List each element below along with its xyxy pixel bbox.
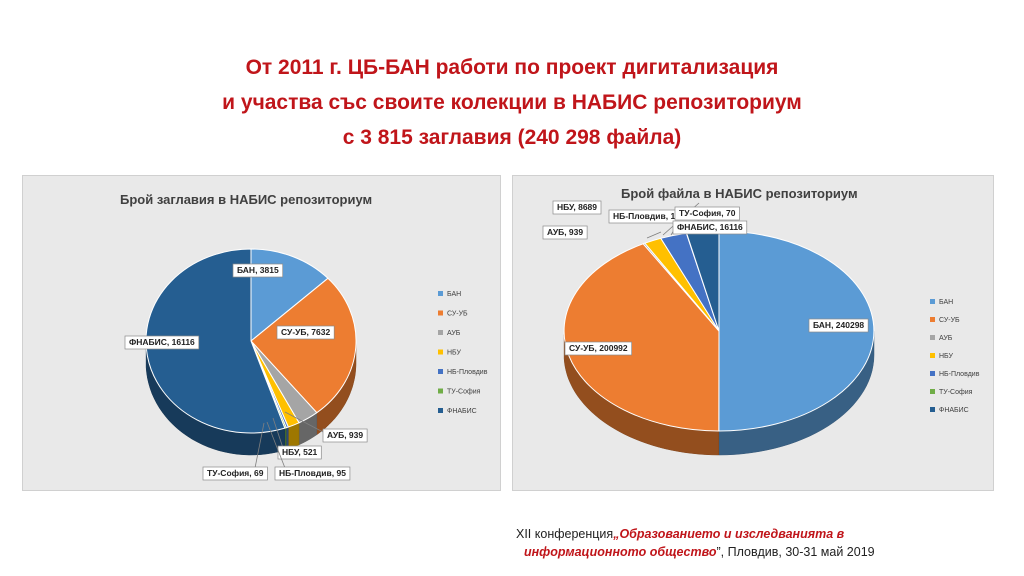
svg-text:НБ-Пловдив: НБ-Пловдив xyxy=(447,369,488,376)
svg-text:ТУ-София, 69: ТУ-София, 69 xyxy=(207,468,264,478)
legend-item-су-уб: СУ-УБ xyxy=(438,310,468,318)
legend-item-ту-софия: ТУ-София xyxy=(438,388,481,396)
legend-item-бан: БАН xyxy=(438,291,461,298)
svg-text:ТУ-София: ТУ-София xyxy=(939,389,973,396)
svg-text:СУ-УБ: СУ-УБ xyxy=(939,317,960,324)
title-line-2: и участва със своите колекции в НАБИС ре… xyxy=(222,91,802,114)
svg-text:ТУ-София, 70: ТУ-София, 70 xyxy=(679,208,736,218)
titles-pie-chart-panel: Брой заглавия в НАБИС репозиториум БАН, 3… xyxy=(22,175,501,491)
svg-text:НБ-Пловдив: НБ-Пловдив xyxy=(939,371,980,378)
svg-text:ФНАБИС: ФНАБИС xyxy=(447,408,477,415)
data-label-нбу: НБУ, 8689 xyxy=(552,200,602,215)
svg-text:СУ-УБ, 200992: СУ-УБ, 200992 xyxy=(569,343,628,353)
svg-text:НБУ, 521: НБУ, 521 xyxy=(282,447,318,457)
svg-text:БАН: БАН xyxy=(939,299,953,306)
data-label-су-уб: СУ-УБ, 7632 xyxy=(276,325,335,340)
data-label-су-уб: СУ-УБ, 200992 xyxy=(564,341,632,356)
data-label-ту-софия: ТУ-София, 69 xyxy=(202,466,268,481)
data-label-ауб: АУБ, 939 xyxy=(542,225,588,240)
svg-text:НБУ, 8689: НБУ, 8689 xyxy=(557,202,597,212)
svg-text:АУБ, 939: АУБ, 939 xyxy=(547,227,583,237)
slice-су-уб xyxy=(563,243,720,432)
legend-item-нб-пловдив: НБ-Пловдив xyxy=(930,371,980,378)
svg-text:СУ-УБ, 7632: СУ-УБ, 7632 xyxy=(281,327,330,337)
data-label-бан: БАН, 240298 xyxy=(808,318,869,333)
title-line-3: с 3 815 заглавия (240 298 файла) xyxy=(342,126,682,149)
svg-text:АУБ: АУБ xyxy=(939,335,953,342)
legend-item-нбу: НБУ xyxy=(930,353,953,360)
leader-line-ту-софия xyxy=(254,422,265,469)
legend-item-нбу: НБУ xyxy=(438,349,461,357)
legend-item-фнабис: ФНАБИС xyxy=(930,407,969,414)
leader-line-ауб xyxy=(646,231,662,239)
svg-text:АУБ: АУБ xyxy=(447,330,461,337)
footer-highlight-1: Образованието и изследванията в xyxy=(619,527,845,541)
files-pie-chart: Брой файла в НАБИС репозиториум БАН, 2402… xyxy=(542,186,980,456)
svg-text:НБ-Пловдив, 95: НБ-Пловдив, 95 xyxy=(279,468,346,478)
legend-item-фнабис: ФНАБИС xyxy=(438,408,477,415)
chart-title: Брой заглавия в НАБИС репозиториум xyxy=(120,192,372,207)
svg-text:НБУ: НБУ xyxy=(447,350,461,357)
footer-line-1: XII конференция„Образованието и изследва… xyxy=(516,527,844,541)
leader-line-ауб xyxy=(284,411,324,433)
legend-item-су-уб: СУ-УБ xyxy=(930,317,960,324)
svg-text:БАН: БАН xyxy=(447,291,461,298)
svg-text:БАН, 3815: БАН, 3815 xyxy=(237,265,279,275)
slice-су-уб xyxy=(250,277,357,414)
data-label-ауб: АУБ, 939 xyxy=(322,428,368,443)
legend-item-ауб: АУБ xyxy=(438,330,461,337)
footer-prefix: XII конференция xyxy=(516,527,614,541)
data-label-фнабис: ФНАБИС, 16116 xyxy=(672,220,748,235)
leader-line-нбу xyxy=(272,417,284,449)
footer-line-2: информационното общество”, Пловдив, 30-3… xyxy=(524,545,875,559)
footer-suffix: ”, Пловдив, 30-31 май 2019 xyxy=(716,545,875,559)
data-label-фнабис: ФНАБИС, 16116 xyxy=(124,335,200,350)
slice-бан xyxy=(718,230,875,432)
data-label-ту-софия: ТУ-София, 70 xyxy=(674,206,740,221)
data-label-нбу: НБУ, 521 xyxy=(277,445,322,460)
svg-text:НБУ: НБУ xyxy=(939,353,953,360)
legend-item-ту-софия: ТУ-София xyxy=(930,389,973,396)
svg-text:ФНАБИС: ФНАБИС xyxy=(939,407,969,414)
svg-text:ФНАБИС, 16116: ФНАБИС, 16116 xyxy=(677,222,743,232)
titles-pie-chart: Брой заглавия в НАБИС репозиториум БАН, 3… xyxy=(120,192,488,481)
legend-item-ауб: АУБ xyxy=(930,335,953,342)
legend-item-бан: БАН xyxy=(930,299,953,306)
title-line-1: От 2011 г. ЦБ-БАН работи по проект дигит… xyxy=(245,56,779,79)
chart-title: Брой файла в НАБИС репозиториум xyxy=(621,186,858,201)
legend-item-нб-пловдив: НБ-Пловдив xyxy=(438,369,488,376)
svg-text:НБ-Пловдив, 13257: НБ-Пловдив, 13257 xyxy=(613,211,694,221)
leader-line-нб-пловдив xyxy=(266,421,286,469)
files-pie-chart-panel: Брой файла в НАБИС репозиториум БАН, 2402… xyxy=(512,175,994,491)
svg-text:ТУ-София: ТУ-София xyxy=(447,389,481,396)
slide-title: От 2011 г. ЦБ-БАН работи по проект дигит… xyxy=(0,50,1024,155)
svg-text:СУ-УБ: СУ-УБ xyxy=(447,311,468,318)
footer-quote-open: „ xyxy=(613,527,620,541)
footer-highlight-2: информационното общество xyxy=(524,545,717,559)
svg-text:БАН, 240298: БАН, 240298 xyxy=(813,320,864,330)
data-label-бан: БАН, 3815 xyxy=(232,263,284,278)
svg-text:АУБ, 939: АУБ, 939 xyxy=(327,430,363,440)
slice-фнабис xyxy=(145,248,286,434)
svg-text:ФНАБИС, 16116: ФНАБИС, 16116 xyxy=(129,337,195,347)
data-label-нб-пловдив: НБ-Пловдив, 95 xyxy=(274,466,351,481)
